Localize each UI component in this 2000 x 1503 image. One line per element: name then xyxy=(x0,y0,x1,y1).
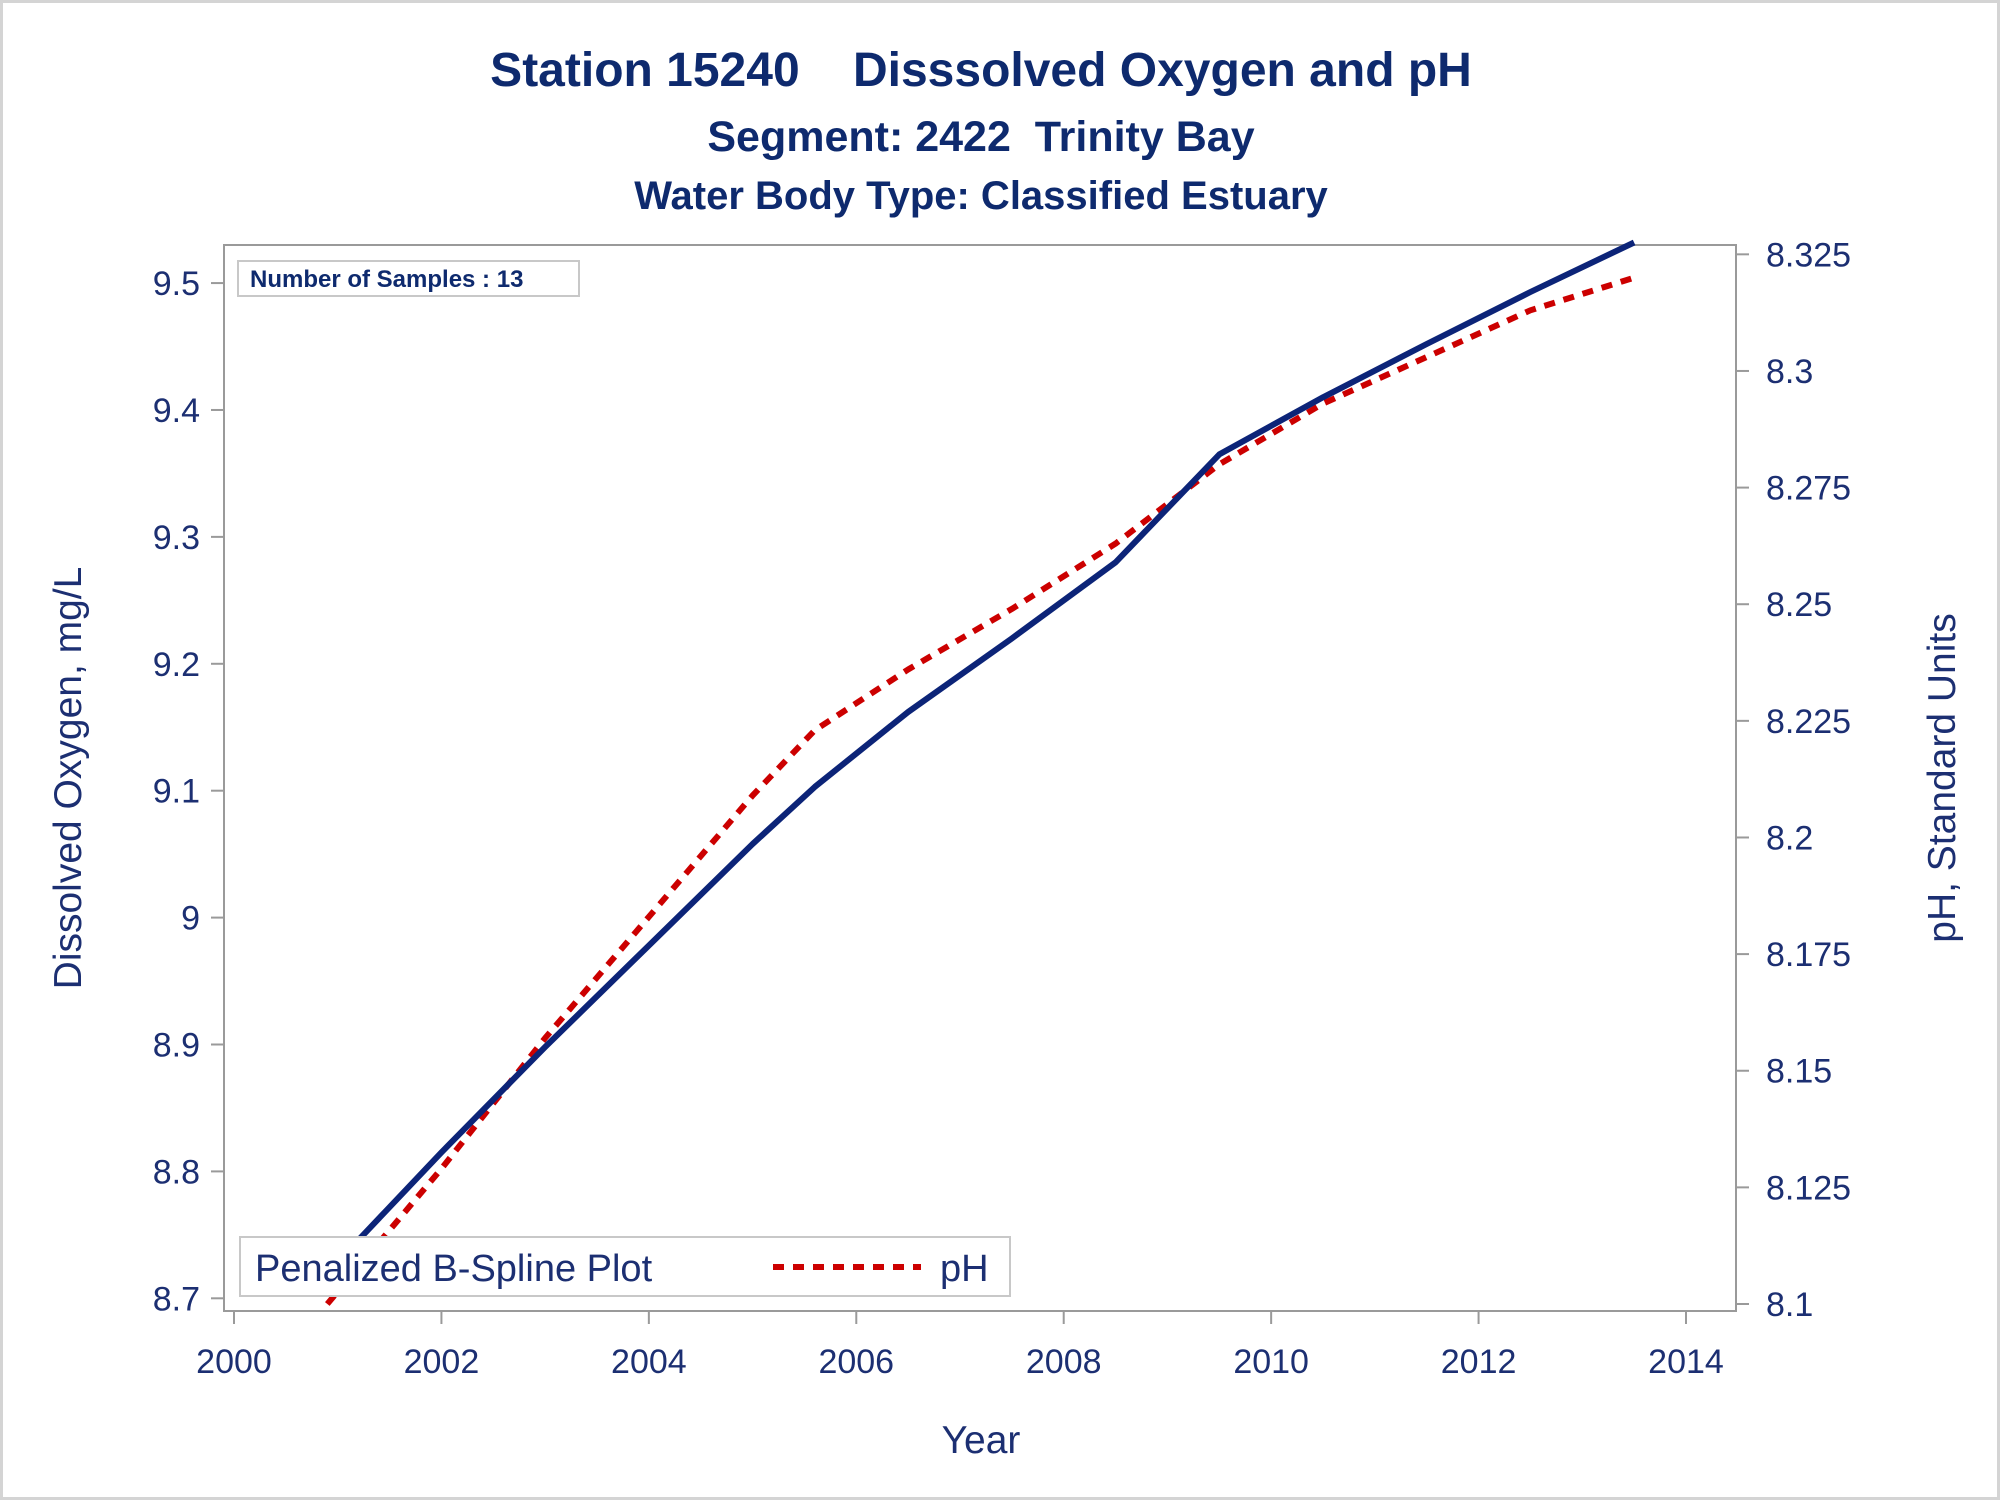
x-tick-label: 2000 xyxy=(196,1343,272,1381)
y-tick-label: 8.7 xyxy=(153,1280,200,1318)
series-layer xyxy=(325,239,1636,1306)
chart-subtitle-segment: Segment: 2422 Trinity Bay xyxy=(707,113,1254,161)
y2-tick-label: 8.3 xyxy=(1766,353,1813,391)
sample-count-text: Number of Samples : 13 xyxy=(250,266,523,293)
x-axis-label: Year xyxy=(942,1419,1021,1462)
x-tick-label: 2004 xyxy=(611,1343,687,1381)
legend-ph-label: pH xyxy=(940,1248,989,1290)
y-tick-label: 9.4 xyxy=(153,392,200,430)
y2-tick-label: 8.225 xyxy=(1766,703,1851,741)
y-axis-right: 8.1 8.125 8.15 8.175 8.2 8.225 8.25 8.275 8.3 8.3… xyxy=(1736,236,1851,1324)
y-tick-label: 9.5 xyxy=(153,265,200,303)
x-tick-label: 2014 xyxy=(1648,1343,1724,1381)
chart-subtitle-water-body: Water Body Type: Classified Estuary xyxy=(634,174,1328,218)
legend-title: Penalized B-Spline Plot xyxy=(255,1248,653,1290)
y-tick-label: 9.1 xyxy=(153,773,200,811)
legend: Penalized B-Spline Plot pH xyxy=(239,1236,1011,1297)
y2-tick-label: 8.25 xyxy=(1766,586,1832,624)
x-axis: 2000 2002 2004 2006 2008 2010 2012 2014 xyxy=(196,1311,1724,1381)
y2-tick-label: 8.325 xyxy=(1766,236,1851,274)
y-tick-label: 9 xyxy=(181,900,200,938)
x-tick-label: 2002 xyxy=(404,1343,480,1381)
y2-tick-label: 8.15 xyxy=(1766,1053,1832,1091)
y-axis-left: 8.7 8.8 8.9 9 9.1 9.2 9.3 9.4 9.5 xyxy=(153,265,224,1318)
y2-tick-label: 8.275 xyxy=(1766,470,1851,508)
y2-tick-label: 8.2 xyxy=(1766,819,1813,857)
sample-count-box xyxy=(237,260,580,297)
x-tick-label: 2006 xyxy=(818,1343,894,1381)
x-tick-label: 2012 xyxy=(1441,1343,1517,1381)
x-tick-label: 2010 xyxy=(1233,1343,1309,1381)
sample-count-inset: Number of Samples : 13 xyxy=(237,260,580,297)
y-tick-label: 8.8 xyxy=(153,1153,200,1191)
chart-title: Station 15240 Disssolved Oxygen and pH xyxy=(490,44,1472,97)
plot-frame xyxy=(223,244,1737,1312)
y-tick-label: 9.2 xyxy=(153,646,200,684)
line-chart: Station 15240 Disssolved Oxygen and pH S… xyxy=(47,44,1964,1462)
y-axis-left-label: Dissolved Oxygen, mg/L xyxy=(47,567,90,990)
y2-tick-label: 8.175 xyxy=(1766,936,1851,974)
y-tick-label: 8.9 xyxy=(153,1027,200,1065)
y2-tick-label: 8.125 xyxy=(1766,1169,1851,1207)
y-axis-right-label: pH, Standard Units xyxy=(1921,613,1964,943)
y-tick-label: 9.3 xyxy=(153,519,200,557)
y2-tick-label: 8.1 xyxy=(1766,1286,1813,1324)
ph-series-line xyxy=(325,274,1635,1306)
dissolved-oxygen-series-line xyxy=(325,239,1636,1275)
x-tick-label: 2008 xyxy=(1026,1343,1102,1381)
